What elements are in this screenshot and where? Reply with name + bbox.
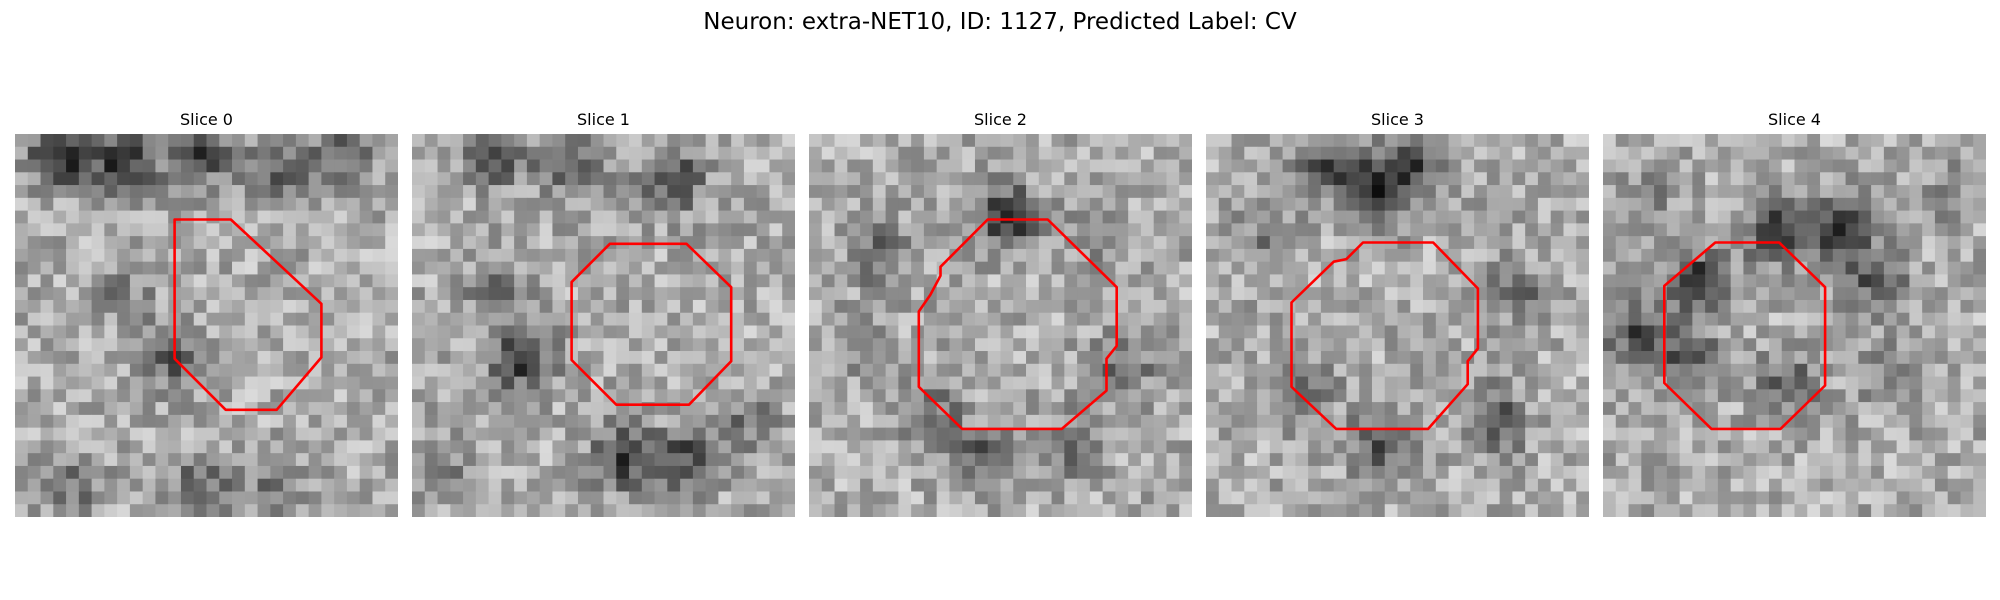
pixel-grid	[1206, 134, 1589, 517]
slice-title: Slice 4	[1768, 110, 1821, 129]
slice-title: Slice 0	[180, 110, 233, 129]
pixel-grid	[412, 134, 795, 517]
roi-contour	[1662, 241, 1827, 431]
pixel-grid	[1603, 134, 1986, 517]
roi-contour	[173, 218, 323, 412]
pixel-grid	[15, 134, 398, 517]
figure-title: Neuron: extra-NET10, ID: 1127, Predicted…	[703, 9, 1297, 35]
microscopy-slice-image	[809, 134, 1192, 517]
microscopy-slice-image	[15, 134, 398, 517]
microscopy-slice-image	[1603, 134, 1986, 517]
slice-title: Slice 3	[1371, 110, 1424, 129]
roi-contour	[1290, 241, 1480, 431]
roi-contour	[917, 218, 1119, 431]
pixel-grid	[809, 134, 1192, 517]
slice-title: Slice 2	[974, 110, 1027, 129]
roi-contour	[570, 242, 733, 407]
microscopy-slice-image	[412, 134, 795, 517]
slice-title: Slice 1	[577, 110, 630, 129]
microscopy-slice-image	[1206, 134, 1589, 517]
